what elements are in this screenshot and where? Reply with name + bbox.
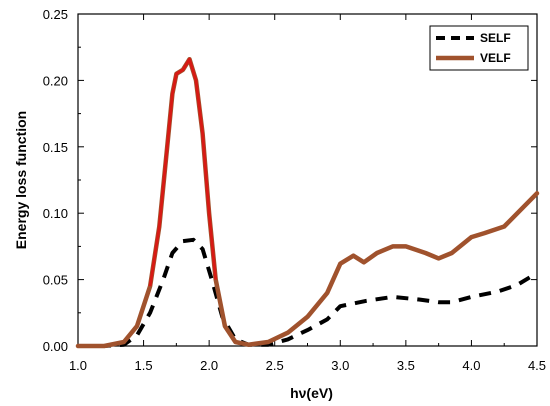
x-tick-label: 1.5	[135, 358, 153, 373]
series-line-velf	[75, 56, 540, 349]
x-axis-title: hν(eV)	[290, 385, 333, 401]
x-tick-label: 2.0	[200, 358, 218, 373]
legend-label-self: SELF	[480, 31, 511, 45]
y-tick-label: 0.00	[43, 339, 68, 354]
y-tick-label: 0.25	[43, 7, 68, 22]
series-lines	[75, 56, 540, 349]
x-tick-label: 1.0	[69, 358, 87, 373]
x-tick-label: 2.5	[266, 358, 284, 373]
legend: SELF VELF	[429, 25, 529, 71]
x-tick-label: 4.5	[528, 358, 546, 373]
y-tick-label: 0.10	[43, 206, 68, 221]
y-axis-title: Energy loss function	[13, 111, 29, 249]
y-tick-label: 0.15	[43, 140, 68, 155]
x-tick-label: 4.0	[462, 358, 480, 373]
x-tick-label: 3.0	[331, 358, 349, 373]
x-tick-label: 3.5	[397, 358, 415, 373]
y-tick-label: 0.20	[43, 73, 68, 88]
y-tick-label: 0.05	[43, 273, 68, 288]
legend-box	[429, 25, 529, 71]
series-line-self	[78, 237, 539, 348]
series-line-velf-peak	[148, 57, 218, 287]
legend-label-velf: VELF	[480, 51, 511, 65]
